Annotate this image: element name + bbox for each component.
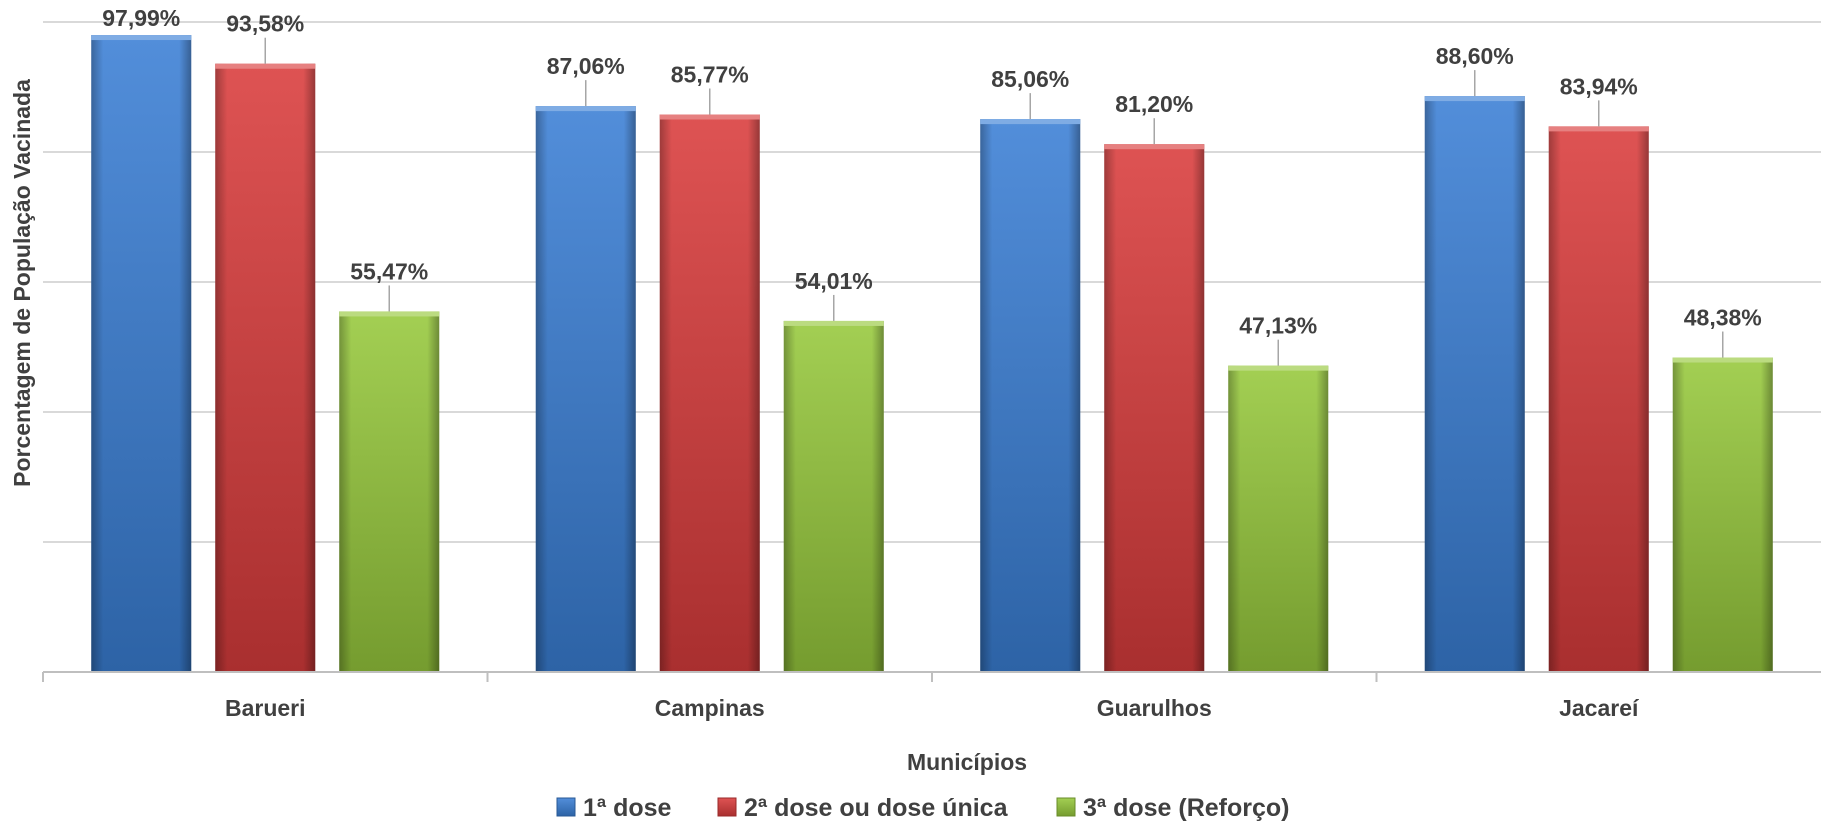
bar-shading: [215, 63, 316, 673]
bar-shading: [1672, 357, 1773, 672]
data-label: 85,06%: [991, 66, 1069, 92]
data-label: 47,13%: [1239, 313, 1317, 339]
x-tick-label: Barueri: [225, 695, 306, 721]
bar-highlight: [1104, 144, 1205, 150]
x-tick-label: Guarulhos: [1097, 695, 1212, 721]
legend: 1ª dose 2ª dose ou dose única 3ª dose (Ref…: [556, 794, 1290, 822]
data-label: 97,99%: [102, 5, 180, 31]
legend-label: 3ª dose (Reforço): [1083, 794, 1290, 822]
bar-shading: [980, 119, 1081, 673]
bar-highlight: [980, 119, 1081, 125]
data-label: 48,38%: [1684, 305, 1762, 331]
data-label: 81,20%: [1115, 91, 1193, 117]
data-labels: 97,99% 93,58% 55,47% 87,06% 85,77% 54,01% 85,0…: [102, 5, 1762, 339]
bar-highlight: [339, 311, 440, 317]
legend-swatch: [717, 797, 737, 817]
bar-shading: [1548, 126, 1649, 672]
legend-label: 1ª dose: [583, 794, 672, 822]
bar-highlight: [1424, 96, 1525, 102]
bar-shading: [535, 106, 636, 673]
bar-highlight: [215, 63, 316, 69]
x-axis-label: Municípios: [907, 749, 1027, 775]
bar-highlight: [535, 106, 636, 112]
bars: [91, 35, 1773, 673]
bar-shading: [91, 35, 192, 672]
data-label: 87,06%: [547, 53, 625, 79]
bar-shading: [659, 114, 760, 673]
bar-highlight: [1548, 126, 1649, 132]
bar-shading: [1228, 365, 1329, 672]
x-tick-label: Jacareí: [1559, 695, 1640, 721]
bar-highlight: [1672, 357, 1773, 363]
bar-highlight: [783, 320, 884, 326]
data-label: 55,47%: [350, 258, 428, 284]
legend-label: 2ª dose ou dose única: [744, 794, 1009, 822]
data-label: 93,58%: [226, 11, 304, 37]
bar-shading: [783, 320, 884, 672]
data-label: 83,94%: [1560, 73, 1638, 99]
data-label-leaders: [264, 37, 1724, 366]
x-axis: Barueri Campinas Guarulhos Jacareí: [42, 671, 1821, 721]
bar-shading: [1424, 96, 1525, 673]
bar-highlight: [1228, 365, 1329, 371]
bar-highlight: [659, 114, 760, 120]
bar-shading: [1104, 144, 1205, 672]
data-label: 88,60%: [1436, 43, 1514, 69]
data-label: 54,01%: [795, 268, 873, 294]
y-axis-label: Porcentagem de População Vacinada: [9, 79, 35, 487]
x-tick-label: Campinas: [655, 695, 765, 721]
bar-highlight: [91, 35, 192, 41]
data-label: 85,77%: [671, 61, 749, 87]
legend-swatch: [556, 797, 576, 817]
bar-shading: [339, 311, 440, 672]
legend-swatch: [1056, 797, 1076, 817]
